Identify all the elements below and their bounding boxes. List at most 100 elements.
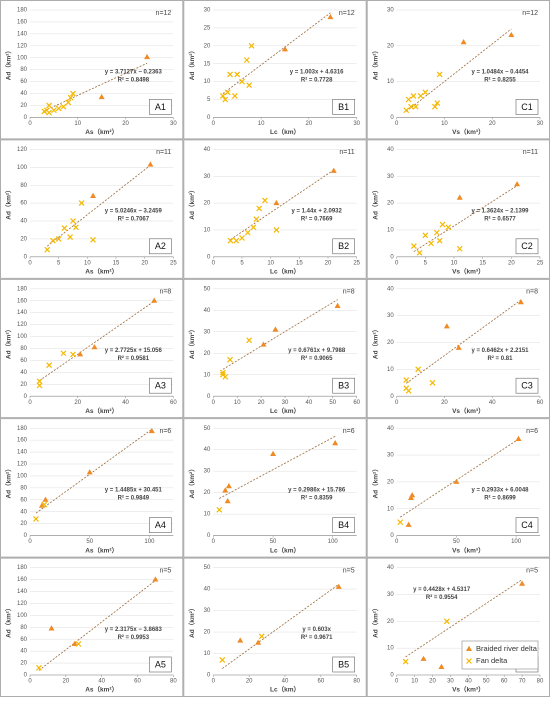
- y-tick-label: 25: [204, 25, 211, 31]
- y-axis-label: Ad（km²）: [371, 605, 379, 638]
- point: [77, 351, 84, 357]
- point: [436, 71, 443, 78]
- point: [65, 99, 72, 106]
- y-tick-label: 10: [204, 79, 211, 85]
- r-squared: R² = 0.9953: [118, 634, 150, 641]
- y-tick-label: 20: [204, 351, 211, 357]
- point: [46, 109, 53, 116]
- trend-line: [39, 300, 155, 381]
- point: [335, 583, 342, 589]
- point: [408, 494, 414, 501]
- panel-label-box: [515, 377, 539, 394]
- x-tick-label: 20: [441, 400, 448, 406]
- panel-label-box: [332, 656, 355, 673]
- panel-label-box: [515, 517, 539, 533]
- point: [42, 496, 49, 502]
- point: [144, 53, 151, 60]
- r-squared: R² = 0.8699: [484, 494, 516, 501]
- y-tick-label: 120: [17, 147, 28, 153]
- x-tick-label: 0: [212, 400, 216, 406]
- point: [33, 515, 39, 522]
- y-tick-label: 20: [204, 630, 211, 636]
- x-tick-label: 0: [212, 539, 216, 545]
- panel: 0 10 20 30 40 50 0 50 100 Lc（km） Ad（km²） n=6 y = 0.2…: [183, 418, 367, 558]
- y-tick-label: 180: [17, 426, 28, 432]
- x-axis-label: Lc（km）: [270, 546, 300, 554]
- y-tick-label: 40: [204, 147, 211, 153]
- x-tick-label: 40: [122, 400, 129, 406]
- x-tick-label: 30: [447, 679, 454, 685]
- point: [436, 237, 443, 244]
- point: [460, 39, 467, 45]
- x-tick-label: 60: [317, 679, 324, 685]
- y-tick-label: 0: [390, 254, 394, 260]
- sample-count: n=5: [343, 567, 355, 574]
- point: [416, 249, 423, 256]
- panel-label-box: [149, 656, 172, 673]
- r-squared: R² = 0.9065: [301, 355, 333, 362]
- y-tick-label: 30: [204, 469, 211, 475]
- y-axis-label: Ad（km²）: [188, 605, 196, 638]
- x-tick-label: 15: [296, 260, 303, 266]
- x-axis-label: As（km²）: [85, 128, 118, 136]
- y-tick-label: 120: [17, 322, 28, 328]
- x-tick-label: 10: [258, 121, 265, 127]
- point: [434, 100, 441, 107]
- sample-count: n=11: [156, 149, 171, 156]
- panel: 0 10 20 30 0 10 20 30 Vs（km³） Ad（km²） n=12 y = 1.04…: [366, 0, 550, 140]
- y-tick-label: 140: [17, 31, 28, 37]
- x-tick-label: 60: [353, 400, 360, 406]
- point: [428, 240, 434, 247]
- trend-line: [405, 579, 523, 658]
- x-tick-label: 40: [489, 400, 496, 406]
- point: [224, 89, 231, 96]
- point: [239, 235, 245, 241]
- panel-border: [183, 139, 367, 279]
- point: [36, 382, 43, 389]
- panel: 0 10 20 30 40 0 50 100 Vs（km³） Ad（km²） n=6 y = 0.29…: [366, 418, 550, 558]
- legend-label: Braided river delta: [476, 644, 538, 653]
- r-squared: R² = 0.81: [488, 355, 514, 362]
- y-tick-label: 80: [20, 346, 27, 352]
- x-tick-label: 10: [267, 260, 274, 266]
- point: [55, 235, 62, 242]
- point: [78, 200, 85, 207]
- y-tick-label: 40: [204, 587, 211, 593]
- y-tick-label: 0: [207, 533, 211, 539]
- point: [422, 232, 429, 239]
- panel-border: [183, 0, 367, 140]
- r-squared: R² = 0.8498: [118, 76, 150, 83]
- point: [227, 237, 234, 244]
- x-axis-label: Vs（km³）: [452, 128, 485, 136]
- y-tick-label: 0: [390, 115, 394, 121]
- y-axis-label: Ad（km²）: [5, 186, 13, 219]
- equation: y = 1.003x + 4.6316: [290, 69, 344, 75]
- y-tick-label: 30: [387, 174, 394, 180]
- y-tick-label: 60: [20, 79, 27, 85]
- panel-border: [183, 278, 367, 419]
- x-tick-label: 0: [395, 679, 399, 685]
- x-tick-label: 20: [62, 679, 69, 685]
- panel-border: [183, 418, 367, 558]
- y-tick-label: 80: [20, 625, 27, 631]
- trend-line: [222, 584, 339, 669]
- y-axis-label: Ad（km²）: [5, 47, 13, 80]
- point: [239, 78, 245, 85]
- point: [272, 326, 279, 332]
- panel-border: [0, 0, 184, 140]
- r-squared: R² = 0.9849: [118, 494, 150, 501]
- y-tick-label: 10: [387, 646, 394, 652]
- trend-line: [222, 299, 338, 370]
- panel-label: A1: [155, 102, 166, 112]
- point: [438, 663, 445, 669]
- x-axis-label: As（km²）: [85, 686, 118, 694]
- x-tick-label: 10: [441, 121, 448, 127]
- sample-count: n=11: [523, 149, 538, 156]
- y-tick-label: 40: [20, 370, 27, 376]
- x-tick-label: 0: [395, 539, 399, 545]
- r-squared: R² = 0.8359: [301, 494, 333, 501]
- sample-count: n=8: [526, 289, 538, 296]
- panel-label-box: [149, 377, 172, 394]
- y-axis-label: Ad（km²）: [371, 47, 379, 80]
- r-squared: R² = 0.7728: [301, 76, 333, 83]
